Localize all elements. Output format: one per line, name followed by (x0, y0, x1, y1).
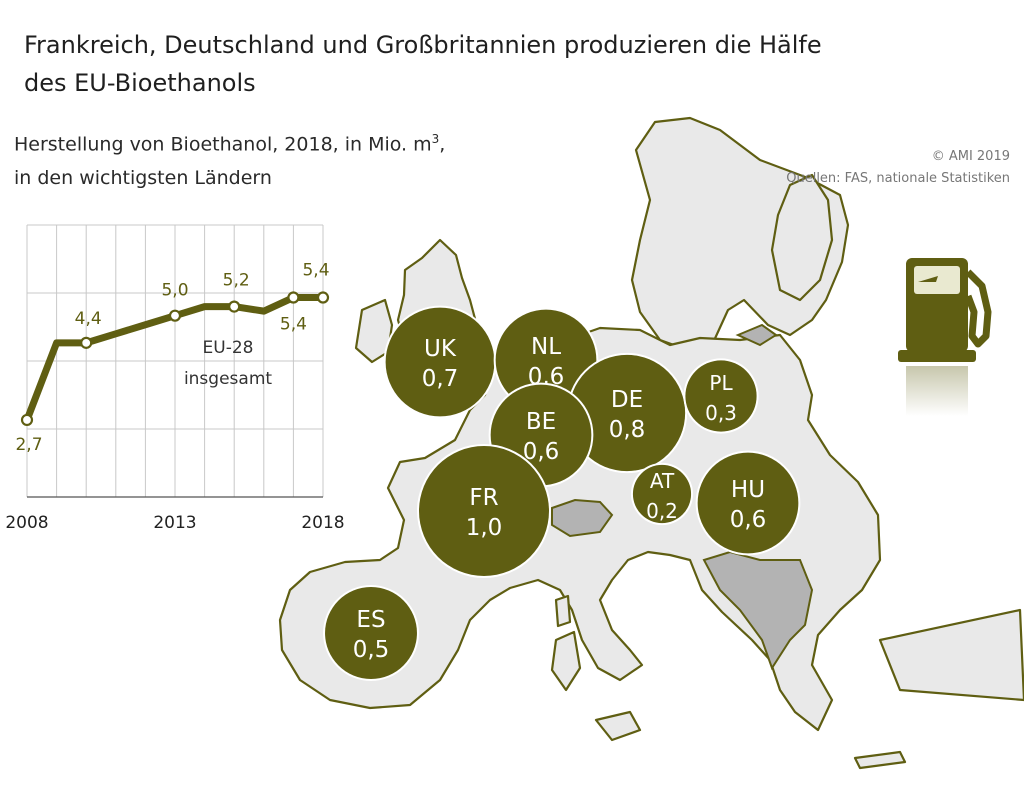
bubble-at: AT 0,2 (630, 462, 694, 526)
bubble-country-code: HU (731, 477, 765, 503)
title-line-1: Frankreich, Deutschland und Großbritanni… (24, 31, 822, 59)
data-point (80, 336, 93, 349)
data-point (228, 300, 241, 313)
data-label: 2,7 (15, 435, 42, 455)
bubble-circle (685, 360, 757, 432)
bubble-hu: HU 0,6 (695, 450, 801, 556)
bubble-value: 0,8 (609, 417, 646, 443)
map-crete (853, 750, 907, 770)
x-tick-label: 2013 (153, 513, 196, 533)
bubble-country-code: ES (356, 607, 385, 633)
bubble-circle (419, 446, 549, 576)
page-title: Frankreich, Deutschland und Großbritanni… (24, 26, 924, 102)
chart-grid (26, 224, 324, 498)
country-bubbles: UK 0,7 NL0,6 DE 0,8 BE 0,6 PL 0,3 FR 1,0 AT 0,2 HU 0,6… (323, 305, 801, 681)
chart-x-ticks: 2008 2013 2018 (5, 513, 344, 533)
bubble-country-code: DE (611, 387, 643, 413)
bubble-nl: NL0,6 (493, 307, 599, 413)
data-point (316, 291, 330, 304)
map-sardinia (550, 630, 582, 692)
data-label: 5,0 (161, 281, 188, 301)
fuel-pump-icon (898, 258, 992, 416)
subtitle-line-2: in den wichtigsten Ländern (14, 167, 272, 190)
bubble-circle (325, 587, 417, 679)
bubble-value: 0,2 (646, 499, 678, 523)
bubble-fr: FR 1,0 (417, 444, 551, 578)
bubble-country-code: UK (424, 336, 457, 362)
bubble-circle (385, 307, 495, 417)
bubble-circle (632, 464, 692, 524)
bubble-value: 0,6 (523, 439, 560, 465)
bubble-value: 0,5 (353, 637, 390, 663)
data-point (287, 291, 300, 304)
bubble-country-code: AT (650, 469, 675, 493)
bubble-de: DE 0,8 (566, 352, 688, 474)
map-sicily (594, 710, 642, 742)
data-point (168, 309, 182, 322)
copyright-text: © AMI 2019 (931, 149, 1010, 164)
title-line-2: des EU-Bioethanols (24, 69, 256, 97)
chart-points (20, 291, 330, 427)
subtitle-line-1: Herstellung von Bioethanol, 2018, in Mio… (14, 122, 574, 161)
series-label-line-1: EU-28 (203, 338, 254, 358)
data-point (20, 413, 34, 427)
credit-block: © AMI 2019 Quellen: FAS, nationale Stati… (786, 146, 1010, 190)
bubble-pl: PL 0,3 (683, 358, 759, 434)
chart-subtitle: Herstellung von Bioethanol, 2018, in Mio… (14, 122, 574, 195)
bubble-circle (495, 309, 597, 411)
subtitle-superscript: 3 (431, 132, 440, 146)
data-label: 5,4 (302, 261, 329, 281)
map-corsica (554, 594, 572, 628)
bubble-circle (697, 452, 799, 554)
map-balkans (702, 550, 814, 671)
bubble-value: 1,0 (466, 515, 503, 541)
map-switzerland (551, 498, 614, 538)
x-tick-label: 2008 (5, 513, 48, 533)
series-label-line-2: insgesamt (184, 369, 272, 389)
bubble-value: 0,6 (730, 507, 767, 533)
map-turkey (878, 608, 1024, 702)
data-label: 4,4 (75, 309, 102, 329)
x-tick-label: 2018 (301, 513, 344, 533)
data-label: 5,4 (280, 315, 307, 335)
bubble-country-code: PL (709, 371, 733, 395)
sources-text: Quellen: FAS, nationale Statistiken (786, 171, 1010, 186)
bubble-circle (568, 354, 686, 472)
subtitle-comma: , (439, 133, 446, 156)
bubble-value: 0,3 (705, 401, 737, 425)
map-finland (770, 173, 834, 302)
bubble-uk: UK 0,7 (383, 305, 497, 419)
data-label: 5,2 (223, 271, 250, 291)
chart-labels: 2,7 4,4 5,0 5,2 5,4 5,4 (15, 261, 329, 455)
bubble-es: ES 0,5 (323, 585, 419, 681)
bubble-country-code: BE (526, 409, 556, 435)
map-kaliningrad (735, 323, 778, 347)
subtitle-text: Herstellung von Bioethanol, 2018, in Mio… (14, 133, 432, 156)
bubble-value: 0,7 (422, 366, 459, 392)
bubble-country-code: FR (469, 485, 498, 511)
bubble-country-code: NL (531, 334, 561, 360)
